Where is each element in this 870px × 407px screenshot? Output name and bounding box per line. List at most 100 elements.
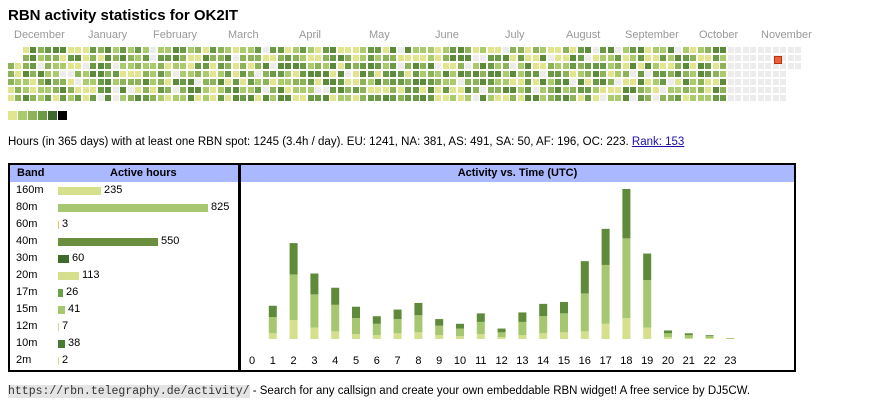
heatmap-cell bbox=[158, 47, 164, 53]
heatmap-cell bbox=[533, 47, 539, 53]
heatmap-cell bbox=[615, 63, 621, 69]
hour-tick-label: 20 bbox=[662, 355, 674, 367]
heatmap-cell bbox=[105, 63, 111, 69]
heatmap-cell bbox=[278, 71, 284, 77]
heatmap-cell bbox=[158, 63, 164, 69]
heatmap-cell bbox=[60, 95, 66, 101]
heatmap-cell bbox=[383, 47, 389, 53]
heatmap-cell bbox=[188, 55, 194, 61]
activity-bar-segment bbox=[456, 328, 464, 337]
heatmap-cell bbox=[450, 55, 456, 61]
footer-url[interactable]: https://rbn.telegraphy.de/activity/ bbox=[8, 385, 250, 398]
heatmap-cell bbox=[173, 47, 179, 53]
heatmap-cell bbox=[540, 95, 546, 101]
heatmap-cell bbox=[360, 55, 366, 61]
heatmap-cell bbox=[533, 71, 539, 77]
heatmap-cell bbox=[518, 71, 524, 77]
band-hours-bar bbox=[58, 306, 65, 314]
heatmap-cell bbox=[113, 55, 119, 61]
activity-heatmap bbox=[8, 47, 828, 103]
heatmap-cell bbox=[653, 87, 659, 93]
heatmap-cell bbox=[195, 55, 201, 61]
heatmap-cell bbox=[510, 71, 516, 77]
heatmap-cell bbox=[165, 47, 171, 53]
heatmap-cell bbox=[480, 55, 486, 61]
heatmap-cell bbox=[413, 87, 419, 93]
activity-bar-segment bbox=[560, 313, 568, 333]
heatmap-cell bbox=[705, 47, 711, 53]
heatmap-cell bbox=[428, 55, 434, 61]
heatmap-cell bbox=[390, 47, 396, 53]
heatmap-cell bbox=[585, 87, 591, 93]
heatmap-cell bbox=[293, 79, 299, 85]
heatmap-cell bbox=[750, 71, 756, 77]
heatmap-cell bbox=[750, 87, 756, 93]
heatmap-cell bbox=[398, 79, 404, 85]
band-row: 2m 2 bbox=[10, 352, 238, 369]
heatmap-cell bbox=[593, 47, 599, 53]
activity-bar-segment bbox=[331, 304, 340, 332]
heatmap-cell bbox=[300, 47, 306, 53]
band-hours-bar bbox=[58, 340, 65, 348]
heatmap-legend bbox=[8, 111, 68, 121]
band-hours-bar bbox=[58, 204, 208, 212]
heatmap-cell bbox=[675, 79, 681, 85]
activity-bar-segment bbox=[497, 337, 506, 339]
heatmap-cell bbox=[630, 71, 636, 77]
heatmap-cell bbox=[675, 47, 681, 53]
heatmap-cell bbox=[548, 79, 554, 85]
heatmap-cell bbox=[285, 47, 291, 53]
heatmap-cell bbox=[698, 47, 704, 53]
hours-column-header: Active hours bbox=[110, 167, 177, 179]
heatmap-cell bbox=[263, 87, 269, 93]
heatmap-cell bbox=[323, 79, 329, 85]
heatmap-cell bbox=[53, 79, 59, 85]
legend-swatch bbox=[28, 111, 37, 120]
rank-link[interactable]: Rank: 153 bbox=[631, 136, 685, 148]
heatmap-cell bbox=[675, 63, 681, 69]
heatmap-cell bbox=[150, 71, 156, 77]
heatmap-cell bbox=[68, 63, 74, 69]
heatmap-cell bbox=[428, 47, 434, 53]
heatmap-cell bbox=[240, 55, 246, 61]
heatmap-cell bbox=[338, 87, 344, 93]
heatmap-cell bbox=[525, 47, 531, 53]
heatmap-cell bbox=[398, 87, 404, 93]
heatmap-cell bbox=[270, 63, 276, 69]
band-hours-bar bbox=[58, 323, 59, 331]
activity-chart-svg: 0 1 2 3 4 5 6 7 8 9 10 11 12 13 14 15 16 17 18 19 20 21 22 23 bbox=[249, 189, 737, 367]
heatmap-cell bbox=[218, 79, 224, 85]
heatmap-cell bbox=[38, 95, 44, 101]
heatmap-cell bbox=[720, 55, 726, 61]
band-row: 12m 7 bbox=[10, 318, 238, 335]
heatmap-cell bbox=[743, 55, 749, 61]
heatmap-cell bbox=[375, 63, 381, 69]
heatmap-cell bbox=[518, 87, 524, 93]
heatmap-cell bbox=[488, 55, 494, 61]
heatmap-cell bbox=[743, 71, 749, 77]
heatmap-cell bbox=[450, 71, 456, 77]
activity-bar-segment bbox=[393, 309, 402, 320]
heatmap-cell bbox=[248, 95, 254, 101]
heatmap-cell bbox=[720, 71, 726, 77]
heatmap-cell bbox=[338, 55, 344, 61]
heatmap-cell bbox=[713, 47, 719, 53]
heatmap-cell bbox=[330, 55, 336, 61]
hour-tick-label: 19 bbox=[641, 355, 653, 367]
heatmap-cell bbox=[405, 95, 411, 101]
heatmap-cell bbox=[188, 63, 194, 69]
activity-bar-segment bbox=[518, 312, 527, 322]
activity-bar-segment bbox=[539, 316, 548, 334]
heatmap-cell bbox=[233, 87, 239, 93]
legend-swatch bbox=[58, 111, 67, 120]
hour-tick-label: 2 bbox=[291, 355, 297, 367]
heatmap-cell bbox=[473, 95, 479, 101]
heatmap-cell bbox=[180, 95, 186, 101]
hour-tick-label: 22 bbox=[703, 355, 715, 367]
heatmap-cell bbox=[780, 95, 786, 101]
band-hours-value: 235 bbox=[104, 184, 123, 196]
heatmap-cell bbox=[30, 95, 36, 101]
activity-bar-segment bbox=[310, 294, 319, 328]
heatmap-cell bbox=[683, 71, 689, 77]
heatmap-cell bbox=[690, 79, 696, 85]
